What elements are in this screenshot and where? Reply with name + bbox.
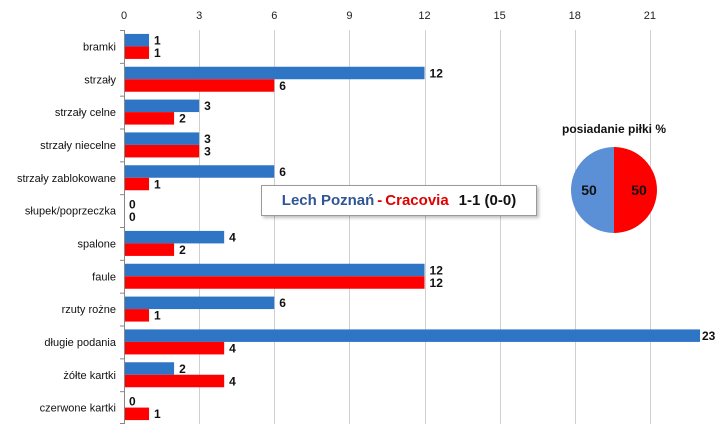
x-tick-label: 9 [346, 10, 352, 22]
category-label: długie podania [44, 337, 116, 349]
bar-series-2 [125, 341, 225, 355]
bar-series-2 [125, 46, 150, 59]
value-label: 1 [154, 46, 161, 60]
category-label: strzały [84, 74, 116, 86]
value-label: 23 [702, 329, 716, 343]
category-label: żółte kartki [63, 370, 116, 382]
x-tick-label: 6 [271, 10, 277, 22]
bar-series-2 [125, 374, 225, 388]
category-label: strzały celne [55, 107, 116, 119]
bar-series-1 [125, 66, 425, 80]
category-label: strzały niecelne [40, 140, 116, 152]
value-label: 12 [430, 66, 444, 80]
category-labels: bramki strzały strzały celne strzały niecel… [17, 30, 124, 424]
value-label: 3 [204, 99, 211, 113]
bar-series-1 [125, 329, 700, 342]
value-label: 1 [154, 407, 161, 421]
bar-series-1 [125, 230, 225, 244]
value-label: 2 [179, 112, 186, 126]
x-tick-label: 12 [418, 10, 430, 22]
category-label: bramki [83, 41, 116, 53]
value-label: 0 [129, 210, 136, 224]
bar-series-2 [125, 79, 275, 92]
pie-label-away: 50 [631, 182, 647, 198]
value-label: 12 [430, 263, 444, 277]
team-separator: - [377, 192, 383, 209]
bar-series-2 [125, 309, 150, 322]
value-label: 4 [229, 374, 236, 388]
possession-pie: posiadanie piłki % 50 50 [562, 122, 666, 233]
value-label: 6 [279, 165, 286, 179]
value-label: 1 [154, 33, 161, 47]
bar-series-1 [125, 33, 150, 47]
value-label: 6 [279, 79, 286, 93]
bar-series-1 [125, 263, 425, 277]
value-label: 2 [179, 362, 186, 376]
bar-series-2 [125, 144, 200, 158]
match-result-box: Lech Poznań - Cracovia 1-1 (0-0) [261, 185, 537, 216]
pie-slice-away [614, 147, 657, 233]
value-label: 6 [279, 296, 286, 310]
match-score: 1-1 (0-0) [458, 192, 517, 209]
value-label: 2 [179, 243, 186, 257]
value-label: 0 [129, 395, 136, 409]
value-label: 3 [204, 132, 211, 146]
home-team-name: Lech Poznań [281, 192, 375, 209]
bar-series-2 [125, 407, 150, 421]
category-label: czerwone kartki [40, 403, 116, 415]
value-label: 4 [229, 230, 236, 244]
x-tick-label: 0 [121, 10, 127, 22]
value-label: 12 [430, 276, 444, 290]
bar-series-2 [125, 276, 425, 289]
category-label: strzały zablokowane [17, 173, 116, 185]
x-tick-label: 21 [644, 10, 656, 22]
x-tick-label: 3 [196, 10, 202, 22]
pie-slice-home [571, 147, 614, 233]
bar-series-2 [125, 112, 175, 125]
pie-label-home: 50 [581, 182, 597, 198]
category-label: rzuty rożne [62, 304, 116, 316]
bars [125, 33, 700, 421]
category-label: faule [92, 271, 116, 283]
bar-series-1 [125, 99, 200, 113]
category-label: słupek/poprzeczka [25, 206, 117, 218]
category-label: spalone [77, 238, 116, 250]
value-label: 1 [154, 309, 161, 323]
value-label: 3 [204, 144, 211, 158]
bar-series-2 [125, 177, 150, 191]
value-label: 1 [154, 177, 161, 191]
bar-series-1 [125, 296, 275, 310]
bar-series-1 [125, 165, 275, 178]
possession-title: posiadanie piłki % [562, 122, 666, 136]
away-team-name: Cracovia [385, 192, 449, 209]
bar-series-1 [125, 362, 175, 375]
value-label: 0 [129, 198, 136, 212]
bar-series-1 [125, 132, 200, 145]
x-axis-ticks: 0 3 6 9 12 15 18 21 [121, 10, 656, 22]
bar-series-2 [125, 243, 175, 256]
x-tick-label: 15 [494, 10, 506, 22]
grid-lines [199, 30, 651, 424]
x-tick-label: 18 [569, 10, 581, 22]
value-label: 4 [229, 341, 236, 355]
